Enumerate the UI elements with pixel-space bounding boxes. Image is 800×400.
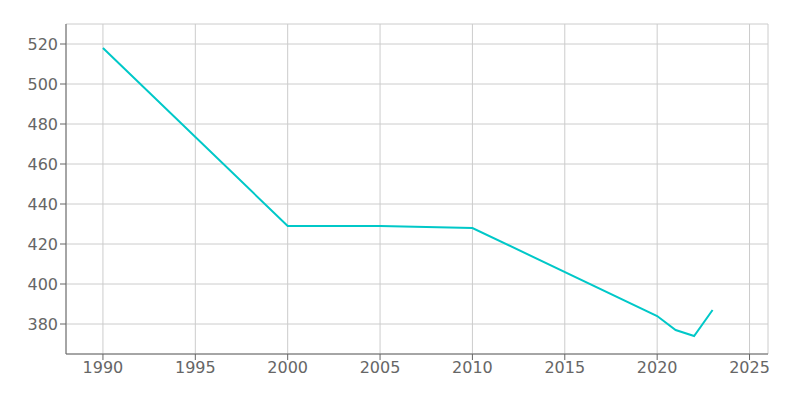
svg-text:1990: 1990: [83, 358, 124, 377]
svg-text:480: 480: [27, 115, 58, 134]
svg-text:500: 500: [27, 75, 58, 94]
svg-text:400: 400: [27, 275, 58, 294]
svg-text:2025: 2025: [729, 358, 770, 377]
svg-text:440: 440: [27, 195, 58, 214]
svg-text:2010: 2010: [452, 358, 493, 377]
svg-text:380: 380: [27, 315, 58, 334]
svg-text:420: 420: [27, 235, 58, 254]
svg-text:460: 460: [27, 155, 58, 174]
svg-text:2005: 2005: [360, 358, 401, 377]
svg-text:2000: 2000: [267, 358, 308, 377]
svg-text:2015: 2015: [544, 358, 585, 377]
svg-text:1995: 1995: [175, 358, 216, 377]
svg-text:2020: 2020: [637, 358, 678, 377]
svg-text:520: 520: [27, 35, 58, 54]
